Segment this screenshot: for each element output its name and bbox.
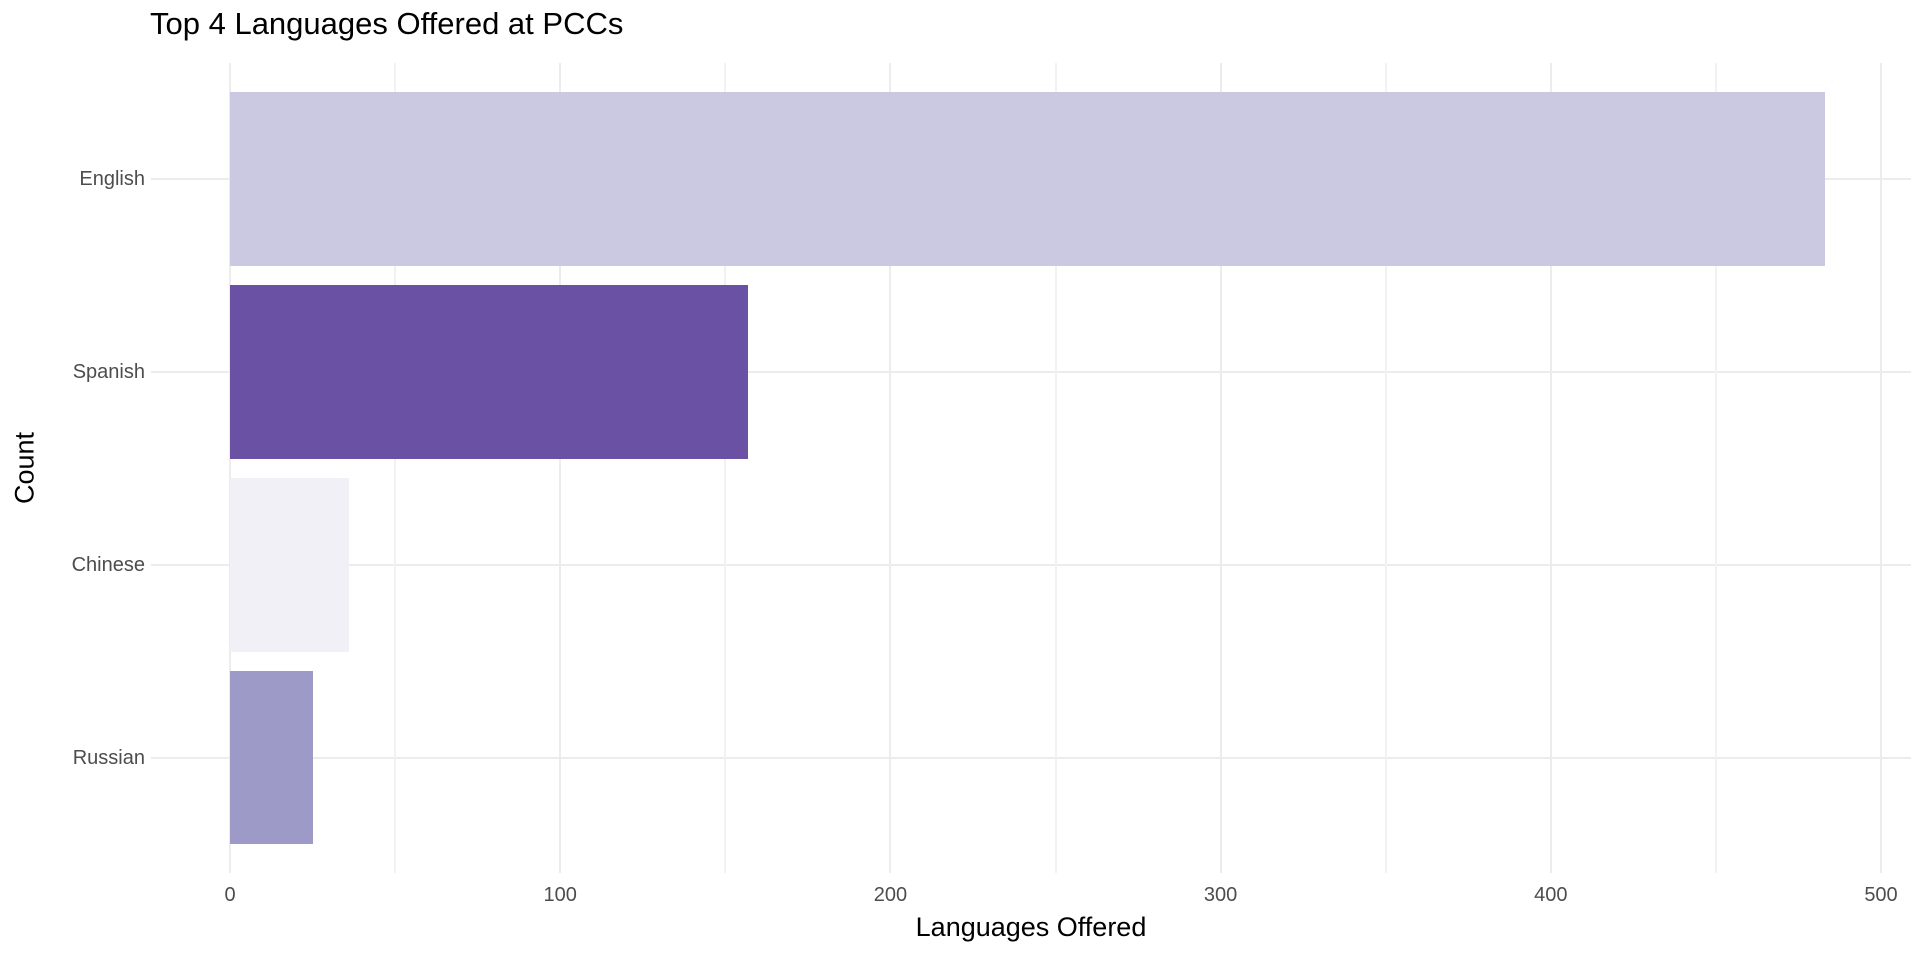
gridline-y-spanish [151,371,1911,374]
x-tick-label-500: 500 [1864,884,1898,906]
gridline-x-minor-50 [394,63,397,873]
gridline-x-0 [229,63,231,873]
y-axis-title: Count [9,431,40,505]
gridline-x-300 [1219,63,1222,873]
bar-spanish [230,285,749,459]
x-tick-label-100: 100 [543,884,577,906]
y-tick-label-spanish: Spanish [72,361,145,384]
gridline-y-russian [151,756,1911,759]
bar-russian [230,670,313,845]
gridline-x-minor-150 [724,63,727,873]
x-tick-label-200: 200 [873,884,908,906]
bar-chinese [230,478,349,652]
gridline-x-minor-350 [1384,63,1387,873]
chart-title: Top 4 Languages Offered at PCCs [150,6,624,41]
x-tick-label-300: 300 [1203,884,1238,906]
x-axis-title: Languages Offered [915,912,1147,942]
gridline-x-minor-450 [1714,63,1717,873]
gridline-y-chinese [151,563,1911,566]
gridline-x-100 [559,63,562,873]
gridline-x-400 [1549,63,1552,873]
gridline-x-minor-250 [1054,63,1057,873]
gridline-x-200 [889,63,892,873]
x-tick-label-0: 0 [224,884,236,906]
y-tick-label-russian: Russian [72,746,145,769]
plot-panel [151,63,1911,873]
x-tick-label-400: 400 [1534,884,1568,906]
gridline-x-500 [1880,63,1882,873]
y-tick-label-english: English [79,168,145,191]
bar-english [230,92,1825,266]
y-tick-label-chinese: Chinese [71,553,145,576]
